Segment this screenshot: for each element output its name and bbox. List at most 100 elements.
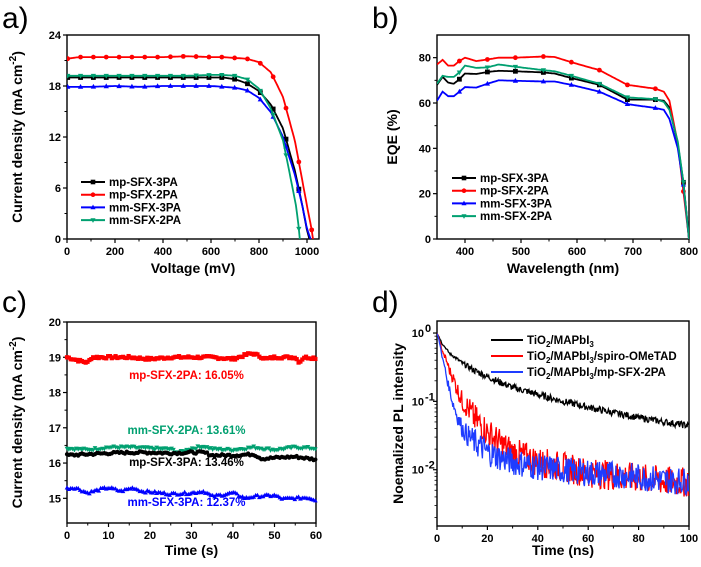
- legend-label: mm-SFX-2PA: [109, 215, 181, 227]
- y-axis-title: Current density (mA cm-2): [8, 51, 25, 223]
- data-point: [90, 73, 97, 79]
- x-tick-label: 700: [624, 246, 642, 258]
- x-tick-label: 400: [456, 246, 474, 258]
- y-tick-label: 0: [425, 234, 431, 246]
- data-point: [283, 105, 289, 111]
- data-point: [128, 486, 133, 491]
- data-point: [313, 457, 318, 462]
- legend-text-part: /MAPbI: [550, 351, 589, 363]
- data-point: [541, 54, 546, 59]
- y-tick-label: 60: [419, 98, 431, 110]
- x-tick-label: 50: [268, 530, 280, 542]
- x-axis-title: Time (ns): [532, 542, 594, 558]
- legend-subscript: 2: [546, 356, 551, 365]
- data-point: [161, 490, 167, 495]
- data-point: [540, 68, 547, 74]
- legend-subscript: 3: [589, 356, 594, 365]
- legend-marker: [461, 175, 467, 181]
- y-axis-title-end: ): [9, 51, 25, 56]
- legend-label: TiO2/MAPbI3/spiro-OMeTAD: [527, 351, 677, 365]
- plot-frame: [436, 34, 690, 240]
- x-axis-title: Voltage (mV): [151, 260, 236, 276]
- series-mp-SFX-2PA: [67, 53, 315, 239]
- series-mp-SFX-2PA: [64, 351, 318, 365]
- data-point: [87, 491, 92, 496]
- data-point: [251, 444, 257, 449]
- legend-marker: [461, 200, 467, 206]
- series-annotation: mp-SFX-2PA: 16.05%: [129, 370, 244, 382]
- legend-subscript: 2: [546, 340, 551, 349]
- y-tick-label: 15: [49, 493, 61, 505]
- x-tick-label: 0: [64, 530, 70, 542]
- y-tick-label-exponent: -2: [425, 460, 435, 472]
- series-line: [437, 55, 689, 239]
- data-point: [232, 84, 238, 90]
- y-tick-label: 19: [49, 352, 61, 364]
- data-point: [597, 67, 602, 73]
- data-point: [232, 76, 238, 82]
- data-point: [313, 498, 318, 503]
- data-point: [219, 83, 225, 89]
- x-tick-label: 20: [144, 530, 156, 542]
- data-point: [244, 77, 251, 83]
- legend-text-part: /MAPbI: [550, 335, 589, 347]
- series-mm-SFX-3PA: [67, 83, 312, 239]
- x-tick-label: 400: [154, 246, 172, 258]
- data-point: [90, 448, 96, 453]
- data-point: [596, 81, 603, 87]
- legend-label: mm-SFX-2PA: [480, 211, 552, 223]
- y-tick-label: 20: [419, 189, 431, 201]
- y-tick-label: 6: [55, 183, 61, 195]
- x-tick-label: 0: [434, 533, 440, 545]
- data-point: [296, 494, 301, 499]
- data-point: [457, 58, 462, 64]
- data-point: [67, 73, 71, 79]
- series-mm-SFX-3PA: [437, 77, 689, 239]
- y-tick-label: 10: [412, 396, 424, 408]
- y-axis-title: EQE (%): [384, 109, 400, 164]
- data-point: [512, 64, 519, 70]
- data-point: [568, 81, 575, 87]
- legend-text-part: TiO: [527, 335, 546, 347]
- data-point: [680, 180, 687, 186]
- data-point: [596, 88, 603, 94]
- data-point: [652, 105, 659, 110]
- data-point: [180, 53, 186, 59]
- data-point: [193, 83, 199, 88]
- data-point: [206, 73, 212, 78]
- data-point: [257, 96, 263, 102]
- data-point: [257, 88, 263, 94]
- y-tick-label-exponent: 0: [425, 323, 431, 335]
- series-TiO2/MAPbI3/mp-SFX-2PA: [437, 333, 689, 497]
- data-point: [193, 73, 199, 79]
- data-point: [169, 446, 174, 451]
- y-tick-label: 80: [419, 53, 431, 65]
- y-tick-label: 16: [49, 458, 61, 470]
- series-line: [67, 76, 311, 239]
- data-point: [67, 83, 71, 89]
- data-point: [309, 227, 315, 233]
- y-tick-label: 17: [49, 423, 61, 435]
- legend-d: TiO2/MAPbI3TiO2/MAPbI3/spiro-OMeTADTiO2/…: [491, 335, 677, 381]
- panel-c: 0 10 20 30 40 50 60 15 16 17 18 19 20 Time (s) Current…: [2, 286, 322, 558]
- data-point: [116, 54, 122, 60]
- x-tick-label: 30: [185, 530, 197, 542]
- data-point: [286, 445, 292, 450]
- data-point: [91, 54, 96, 60]
- data-point: [294, 357, 299, 362]
- data-point: [485, 69, 490, 75]
- data-point: [167, 83, 174, 88]
- data-point: [296, 188, 302, 194]
- legend-subscript: 3: [589, 340, 594, 349]
- data-point: [129, 73, 135, 79]
- data-point: [540, 78, 547, 84]
- legend-text-part: /mp-SFX-2PA: [594, 367, 666, 379]
- panel-label: a): [2, 2, 29, 35]
- data-point: [313, 356, 318, 362]
- y-axis-title-superscript: -2: [8, 55, 19, 64]
- data-point: [154, 73, 161, 79]
- y-tick-label: 12: [49, 132, 61, 144]
- x-tick-label: 800: [250, 246, 268, 258]
